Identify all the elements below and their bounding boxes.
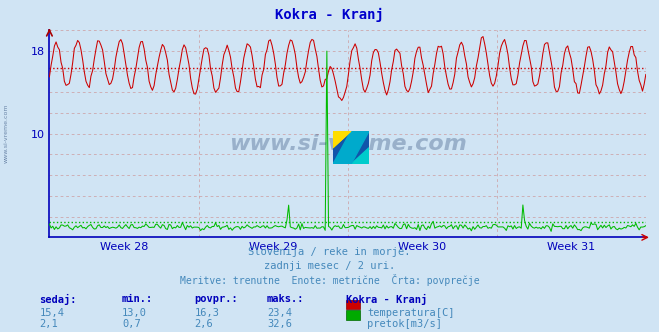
- Text: pretok[m3/s]: pretok[m3/s]: [367, 319, 442, 329]
- Text: povpr.:: povpr.:: [194, 294, 238, 304]
- Polygon shape: [351, 148, 369, 164]
- Text: temperatura[C]: temperatura[C]: [367, 308, 455, 318]
- Text: 16,3: 16,3: [194, 308, 219, 318]
- Polygon shape: [333, 131, 351, 148]
- Text: 32,6: 32,6: [267, 319, 292, 329]
- Text: 2,1: 2,1: [40, 319, 58, 329]
- Text: www.si-vreme.com: www.si-vreme.com: [3, 103, 9, 163]
- Text: min.:: min.:: [122, 294, 153, 304]
- Text: sedaj:: sedaj:: [40, 294, 77, 305]
- Text: Kokra - Kranj: Kokra - Kranj: [346, 294, 427, 305]
- Text: www.si-vreme.com: www.si-vreme.com: [229, 134, 467, 154]
- Text: maks.:: maks.:: [267, 294, 304, 304]
- Polygon shape: [333, 131, 369, 164]
- Text: 2,6: 2,6: [194, 319, 213, 329]
- Text: Kokra - Kranj: Kokra - Kranj: [275, 8, 384, 23]
- Text: 0,7: 0,7: [122, 319, 140, 329]
- Text: zadnji mesec / 2 uri.: zadnji mesec / 2 uri.: [264, 261, 395, 271]
- Text: 23,4: 23,4: [267, 308, 292, 318]
- Polygon shape: [333, 131, 369, 164]
- Text: 13,0: 13,0: [122, 308, 147, 318]
- Text: 15,4: 15,4: [40, 308, 65, 318]
- Text: Slovenija / reke in morje.: Slovenija / reke in morje.: [248, 247, 411, 257]
- Text: Meritve: trenutne  Enote: metrične  Črta: povprečje: Meritve: trenutne Enote: metrične Črta: …: [180, 274, 479, 286]
